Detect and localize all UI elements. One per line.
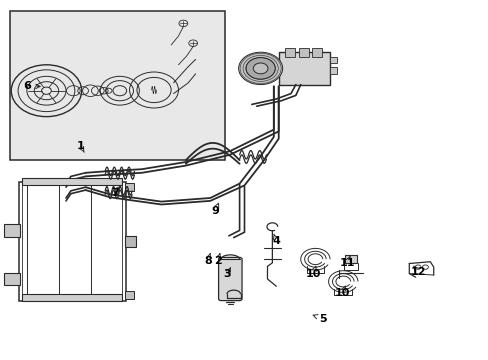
Text: 1: 1 xyxy=(77,141,84,151)
Text: 2: 2 xyxy=(213,256,221,266)
Bar xyxy=(345,255,356,263)
Text: 11: 11 xyxy=(339,258,354,268)
Bar xyxy=(329,67,337,74)
Bar xyxy=(329,57,337,63)
Text: 5: 5 xyxy=(318,314,326,324)
Text: 8: 8 xyxy=(203,256,211,266)
Bar xyxy=(125,183,134,191)
Text: 6: 6 xyxy=(23,81,31,91)
FancyBboxPatch shape xyxy=(218,257,242,301)
Circle shape xyxy=(245,58,275,79)
Bar xyxy=(312,48,322,57)
Bar xyxy=(19,182,126,301)
Text: 10: 10 xyxy=(334,288,349,298)
Text: 10: 10 xyxy=(305,269,320,279)
Bar xyxy=(125,291,134,299)
Bar xyxy=(298,48,308,57)
Bar xyxy=(22,185,122,298)
Text: 4: 4 xyxy=(272,236,280,246)
Text: 3: 3 xyxy=(223,269,231,279)
Bar xyxy=(22,294,122,301)
Circle shape xyxy=(253,63,267,74)
Bar xyxy=(22,178,122,185)
Bar xyxy=(4,273,20,285)
Bar xyxy=(10,11,224,160)
Bar xyxy=(125,236,136,247)
Text: 9: 9 xyxy=(211,206,219,216)
Circle shape xyxy=(238,52,282,85)
Bar xyxy=(278,52,329,85)
Bar xyxy=(4,224,20,237)
Text: 7: 7 xyxy=(111,188,119,198)
Bar xyxy=(285,48,294,57)
Text: 12: 12 xyxy=(409,267,425,277)
